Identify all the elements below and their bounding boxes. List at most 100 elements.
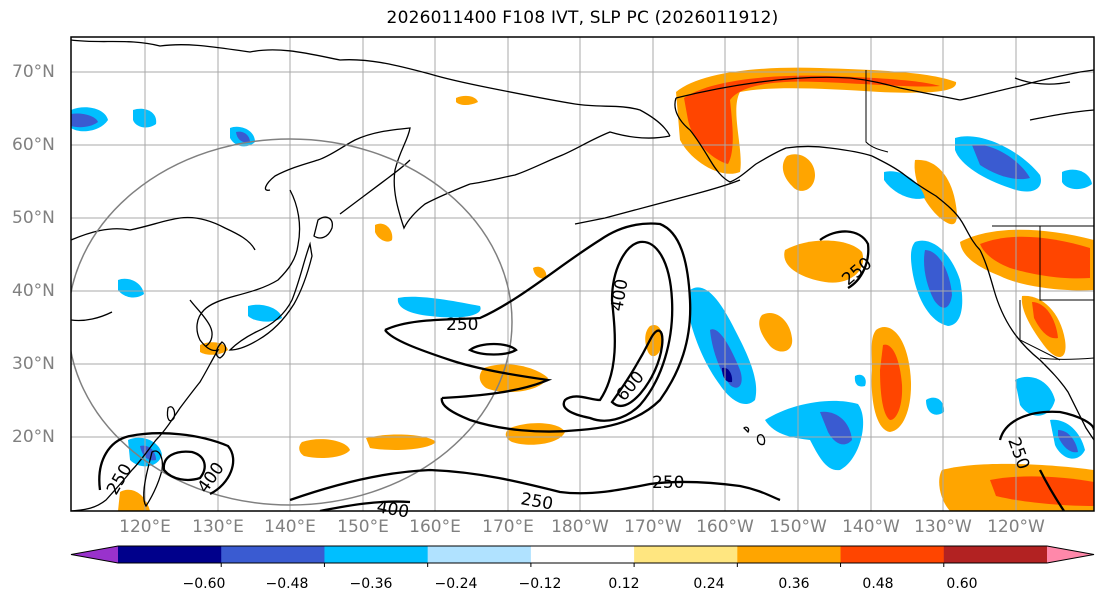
contour-600 (610, 329, 664, 408)
colorbar-segment (634, 546, 738, 563)
colorbar-segment (118, 546, 222, 563)
border-state-1 (1039, 226, 1094, 301)
ivt-positive-bc-core (980, 236, 1090, 279)
colorbar-segment (840, 546, 945, 563)
colorbar-tick-neg048: −0.48 (265, 576, 309, 592)
coast-siberia (71, 39, 671, 137)
ivt-positive-socal-core (1032, 302, 1058, 339)
border-us-mexico (1039, 357, 1094, 360)
colorbar-tick-pos048: 0.48 (862, 576, 894, 592)
contours (98, 222, 1094, 511)
coast-alaska-west (674, 97, 873, 183)
coast-japan-hokkaido (313, 216, 333, 239)
colorbar-tick-neg036: −0.36 (349, 576, 393, 592)
ivt-positive-central-3 (645, 324, 663, 357)
lat-label-60: 60°N (12, 135, 55, 155)
coast-gulf-alaska (871, 155, 981, 251)
coast-arctic-islands-2 (1014, 77, 1071, 85)
coast-taiwan (166, 406, 176, 422)
lon-label-160e: 160°E (409, 517, 461, 537)
ivt-negative-west-5 (118, 278, 144, 298)
colorbar-tick-neg060: −0.60 (182, 576, 226, 592)
ivt-positive-wpac (299, 439, 350, 458)
coast-china-inland-1 (71, 216, 256, 251)
analysis-domain-circle (71, 138, 513, 506)
coast-canada-east (1029, 109, 1094, 121)
coast-okhotsk (264, 127, 471, 230)
contour-250-sw (98, 432, 235, 496)
lon-label-150w: 150°W (769, 517, 827, 537)
coast-hawaii-2 (743, 426, 750, 434)
contour-400 (562, 240, 674, 422)
contour-250-main-bottom (384, 329, 553, 400)
map-title: 2026011400 F108 IVT, SLP PC (2026011912) (386, 8, 779, 28)
lon-label-170e: 170°E (482, 517, 534, 537)
ivt-negative-east-core (924, 250, 952, 308)
ivt-positive-sw-corner (118, 489, 150, 511)
ivt-positive-east-sea (533, 266, 547, 279)
ivt-positive-mid-pacific-3 (759, 312, 793, 352)
ivt-positive-central-2 (505, 423, 565, 445)
ivt-positive-pacific-nw (914, 159, 957, 225)
ivt-negative-ne-2 (884, 171, 925, 199)
coast-japan-kyushu (215, 341, 227, 359)
contour-label-400-south: 400 (375, 497, 410, 522)
lon-label-120e: 120°E (119, 517, 171, 537)
ivt-negative-hawaii-core (820, 411, 852, 445)
contour-250-small (467, 342, 518, 356)
ivt-negative-se-2-core (1058, 430, 1078, 453)
lon-label-160w: 160°W (696, 517, 754, 537)
lat-label-40: 40°N (12, 281, 55, 301)
coast-japan-honshu (228, 241, 313, 351)
coast-chukotka (469, 131, 671, 185)
lon-label-170w: 170°W (624, 517, 682, 537)
colorbar-tick-pos024: 0.24 (693, 576, 725, 592)
coast-aleutians (574, 179, 741, 225)
map-frame (70, 36, 1095, 512)
lat-label-50: 50°N (12, 208, 55, 228)
contour-250-main (384, 222, 692, 433)
colorbar-tick-pos036: 0.36 (778, 576, 810, 592)
contour-250-se (998, 410, 1094, 441)
coast-hawaii-1 (756, 434, 766, 446)
ivt-negative-s-1-core (140, 445, 156, 461)
ivt-negative-west-4 (397, 296, 481, 318)
coast-china (71, 189, 301, 511)
borders (865, 70, 1094, 361)
coast-alaska-north (675, 76, 961, 101)
lon-label-120w: 120°W (987, 517, 1045, 537)
colorbar-segment (324, 546, 429, 563)
colorbar-segment (943, 546, 1048, 563)
ivt-negative-west-1-core (71, 113, 98, 128)
colorbar-extend-low (71, 546, 118, 563)
coast-us-west (979, 249, 1094, 441)
contour-250-se-2 (1038, 469, 1065, 511)
colorbar-segment (427, 546, 532, 563)
colorbar-outline (70, 545, 1095, 564)
lat-label-20: 20°N (12, 427, 55, 447)
coast-kurils (339, 159, 411, 215)
ivt-negative-mid-1 (926, 397, 945, 415)
ivt-positive-arctic-2 (456, 95, 478, 105)
ivt-positive-mid-pacific-1 (784, 240, 864, 283)
colorbar-segment (221, 546, 325, 563)
lon-label-180w: 180°W (551, 517, 609, 537)
colorbar-tick-pos060: 0.60 (946, 576, 978, 592)
lon-label-130e: 130°E (192, 517, 244, 537)
lat-label-30: 30°N (12, 354, 55, 374)
ivt-negative-mid-2 (854, 374, 866, 387)
ivt-positive-arctic-core (684, 75, 940, 164)
coast-china-inland-2 (71, 311, 113, 322)
ivt-negative-far-ne (1062, 169, 1092, 190)
contour-label-250-south-1: 250 (652, 473, 684, 493)
colorbar-segment (530, 546, 635, 563)
contour-400-sw (162, 450, 206, 482)
contour-250-ne (819, 230, 870, 289)
contour-label-250-main: 250 (446, 315, 478, 335)
lon-label-150e: 150°E (337, 517, 389, 537)
lat-label-70: 70°N (12, 62, 55, 82)
contour-400-south (319, 500, 411, 511)
lon-label-140w: 140°W (842, 517, 900, 537)
ivt-negative-central-core (710, 329, 742, 388)
